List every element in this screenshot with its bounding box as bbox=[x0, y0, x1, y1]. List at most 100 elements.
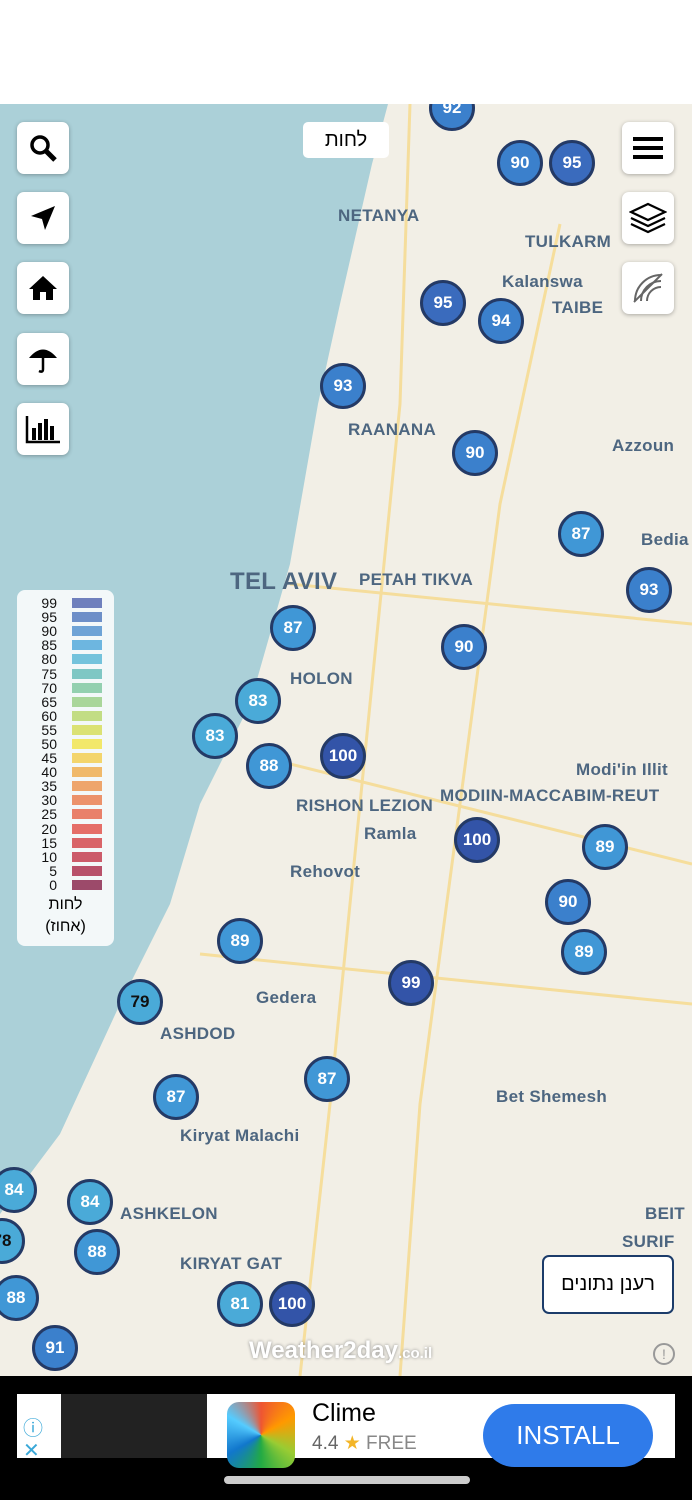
radar-button[interactable] bbox=[622, 262, 674, 314]
menu-button[interactable] bbox=[622, 122, 674, 174]
legend-row: 30 bbox=[17, 793, 114, 807]
legend-value: 0 bbox=[49, 876, 57, 893]
legend-value: 40 bbox=[41, 764, 57, 781]
app-name: Clime bbox=[312, 1399, 376, 1427]
radar-icon bbox=[633, 273, 663, 303]
place-label: Kalanswa bbox=[502, 272, 583, 291]
humidity-marker[interactable]: 90 bbox=[545, 879, 591, 925]
humidity-marker[interactable]: 79 bbox=[117, 979, 163, 1025]
legend-row: 80 bbox=[17, 652, 114, 666]
legend-swatch bbox=[72, 851, 102, 862]
ad-banner[interactable]: ⓘ ✕ Clime 4.4 ★ FREE INSTALL bbox=[0, 1376, 692, 1500]
ad-close-icon[interactable]: ✕ bbox=[23, 1440, 40, 1462]
legend-value: 35 bbox=[41, 778, 57, 795]
search-button[interactable] bbox=[17, 122, 69, 174]
legend-swatch bbox=[72, 767, 102, 778]
umbrella-button[interactable] bbox=[17, 333, 69, 385]
humidity-marker[interactable]: 90 bbox=[452, 430, 498, 476]
humidity-marker[interactable]: 84 bbox=[67, 1179, 113, 1225]
map-title: לחות bbox=[303, 122, 389, 158]
humidity-marker[interactable]: 87 bbox=[304, 1056, 350, 1102]
legend-row: 50 bbox=[17, 737, 114, 751]
humidity-marker[interactable]: 89 bbox=[582, 824, 628, 870]
legend-swatch bbox=[72, 654, 102, 665]
legend-unit: (אחוז) bbox=[45, 917, 86, 935]
chart-button[interactable] bbox=[17, 403, 69, 455]
legend-swatch bbox=[72, 598, 102, 609]
legend-value: 20 bbox=[41, 820, 57, 837]
humidity-marker[interactable]: 100 bbox=[454, 817, 500, 863]
humidity-marker[interactable]: 87 bbox=[558, 511, 604, 557]
legend-value: 95 bbox=[41, 609, 57, 626]
legend-swatch bbox=[72, 682, 102, 693]
legend-row: 70 bbox=[17, 681, 114, 695]
humidity-marker[interactable]: 89 bbox=[217, 918, 263, 964]
humidity-marker[interactable]: 100 bbox=[320, 733, 366, 779]
umbrella-icon bbox=[29, 349, 57, 373]
humidity-marker[interactable]: 83 bbox=[192, 713, 238, 759]
legend-swatch bbox=[72, 724, 102, 735]
legend-value: 80 bbox=[41, 651, 57, 668]
humidity-marker[interactable]: 87 bbox=[270, 605, 316, 651]
humidity-marker[interactable]: 84 bbox=[0, 1167, 37, 1213]
legend-swatch bbox=[72, 781, 102, 792]
humidity-marker[interactable]: 90 bbox=[497, 140, 543, 186]
legend-title: לחות bbox=[48, 895, 83, 913]
layers-icon bbox=[629, 202, 667, 234]
humidity-marker[interactable]: 94 bbox=[478, 298, 524, 344]
legend-swatch bbox=[72, 668, 102, 679]
humidity-marker[interactable]: 91 bbox=[32, 1325, 78, 1371]
legend-value: 50 bbox=[41, 735, 57, 752]
humidity-marker[interactable]: 95 bbox=[420, 280, 466, 326]
legend-row: 25 bbox=[17, 807, 114, 821]
humidity-marker[interactable]: 88 bbox=[74, 1229, 120, 1275]
humidity-marker[interactable]: 89 bbox=[561, 929, 607, 975]
legend-row: 55 bbox=[17, 723, 114, 737]
humidity-marker[interactable]: 90 bbox=[441, 624, 487, 670]
home-icon bbox=[29, 276, 57, 300]
place-label: PETAH TIKVA bbox=[359, 570, 474, 589]
legend-value: 45 bbox=[41, 750, 57, 767]
legend-swatch bbox=[72, 879, 102, 890]
humidity-marker[interactable]: 87 bbox=[153, 1074, 199, 1120]
legend-value: 90 bbox=[41, 623, 57, 640]
legend-row: 65 bbox=[17, 695, 114, 709]
legend-row: 35 bbox=[17, 779, 114, 793]
humidity-marker[interactable]: 93 bbox=[626, 567, 672, 613]
app-icon bbox=[227, 1402, 295, 1468]
search-icon bbox=[30, 135, 57, 162]
legend-row: 60 bbox=[17, 709, 114, 723]
legend-row: 5 bbox=[17, 864, 114, 878]
legend-value: 25 bbox=[41, 806, 57, 823]
place-label: Bet Shemesh bbox=[496, 1087, 608, 1106]
humidity-marker[interactable]: 88 bbox=[0, 1275, 39, 1321]
place-label: MODIIN-MACCABIM-REUT bbox=[440, 786, 660, 805]
humidity-marker[interactable]: 99 bbox=[388, 960, 434, 1006]
locate-button[interactable] bbox=[17, 192, 69, 244]
humidity-marker[interactable]: 95 bbox=[549, 140, 595, 186]
humidity-marker[interactable]: 100 bbox=[269, 1281, 315, 1327]
legend-value: 5 bbox=[49, 862, 57, 879]
place-label: HOLON bbox=[290, 669, 353, 688]
place-label: TULKARM bbox=[525, 232, 612, 251]
info-icon[interactable]: ! bbox=[653, 1343, 675, 1365]
legend-swatch bbox=[72, 753, 102, 764]
humidity-marker[interactable]: 88 bbox=[246, 743, 292, 789]
legend-swatch bbox=[72, 865, 102, 876]
humidity-marker[interactable]: 93 bbox=[320, 363, 366, 409]
legend-row: 95 bbox=[17, 610, 114, 624]
layers-button[interactable] bbox=[622, 192, 674, 244]
place-label: Azzoun bbox=[612, 436, 675, 455]
place-label: Bedia bbox=[641, 530, 689, 549]
app-rating: 4.4 ★ FREE bbox=[312, 1433, 417, 1454]
ad-info-icon[interactable]: ⓘ bbox=[23, 1418, 43, 1440]
humidity-marker[interactable]: 81 bbox=[217, 1281, 263, 1327]
legend-swatch bbox=[72, 795, 102, 806]
humidity-marker[interactable]: 83 bbox=[235, 678, 281, 724]
legend-swatch bbox=[72, 809, 102, 820]
refresh-data-button[interactable]: רענן נתונים bbox=[542, 1255, 674, 1314]
place-label: KIRYAT GAT bbox=[180, 1254, 283, 1273]
place-label: Ramla bbox=[364, 824, 417, 843]
home-button[interactable] bbox=[17, 262, 69, 314]
install-button[interactable]: INSTALL bbox=[483, 1404, 653, 1467]
